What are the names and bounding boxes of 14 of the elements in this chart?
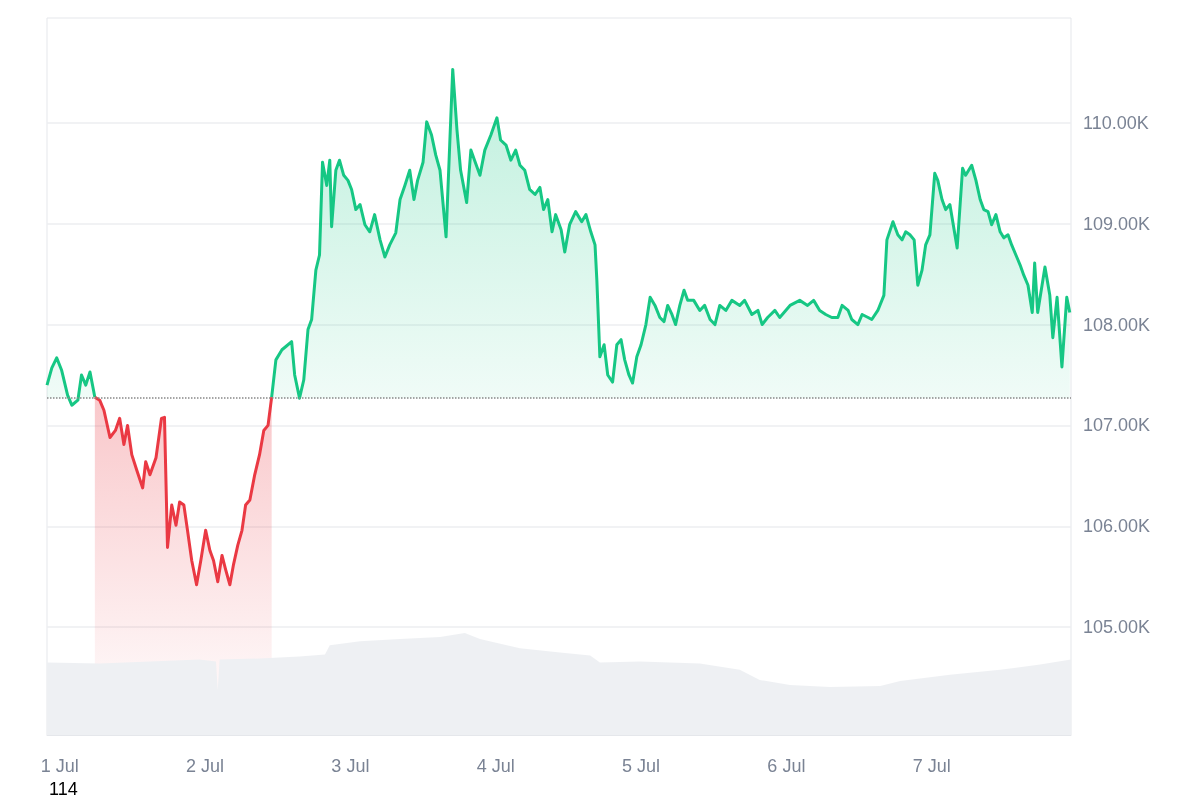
x-tick-label: 4 Jul xyxy=(476,756,515,776)
y-tick-label: 109.00K xyxy=(1083,213,1151,234)
y-tick-label: 105.00K xyxy=(1083,617,1151,638)
x-tick-label: 6 Jul xyxy=(767,756,806,776)
x-tick-label: 7 Jul xyxy=(912,756,951,776)
y-tick-label: 108.00K xyxy=(1083,314,1151,335)
text: 114 xyxy=(49,779,78,799)
y-tick-label: 110.00K xyxy=(1083,112,1149,133)
y-tick-label: 107.00K xyxy=(1083,415,1151,436)
x-tick-label: 3 Jul xyxy=(331,756,370,776)
x-tick-label: 5 Jul xyxy=(622,756,661,776)
x-tick-label: 2 Jul xyxy=(186,756,225,776)
y-tick-label: 106.00K xyxy=(1083,516,1151,537)
x-tick-label: 1 Jul xyxy=(40,756,79,776)
